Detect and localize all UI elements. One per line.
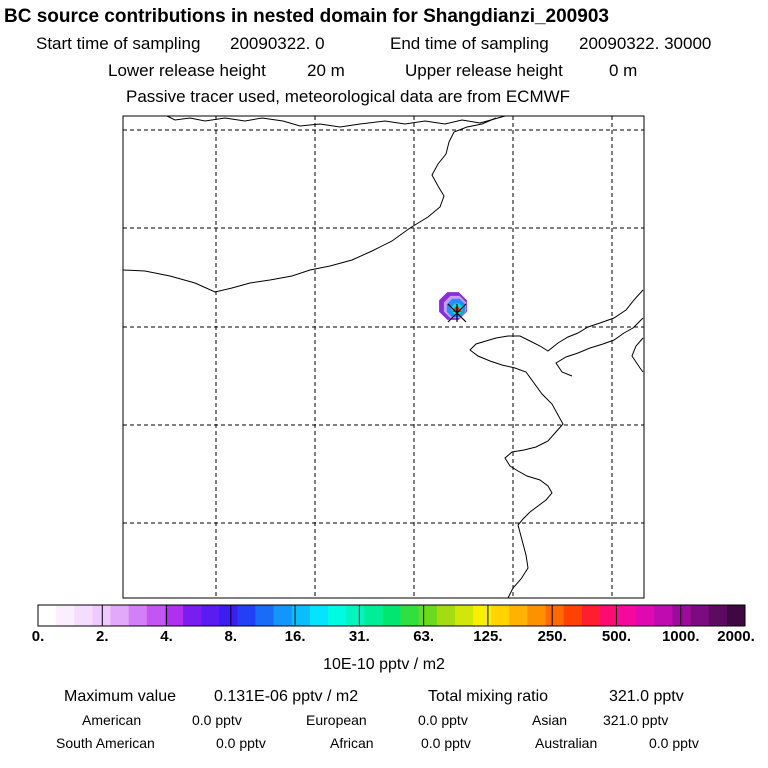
colorbar-tick-label: 2000.	[717, 628, 755, 645]
region-name-european: European	[306, 712, 367, 728]
coast-liaodong	[555, 317, 644, 377]
tracer-note: Passive tracer used, meteorological data…	[126, 87, 571, 106]
colorbar-tick-label: 500.	[601, 628, 632, 645]
colorbar-swatch	[219, 605, 238, 626]
map-frame	[122, 115, 645, 599]
source-plume	[439, 292, 467, 323]
colorbar-swatch	[110, 605, 129, 626]
colorbar-swatch	[654, 605, 673, 626]
colorbar-swatch	[382, 605, 401, 626]
colorbar-swatch	[491, 605, 510, 626]
end-time-label: End time of sampling	[390, 34, 549, 53]
colorbar-tick-label: 8.	[224, 628, 238, 645]
colorbar-swatch	[400, 605, 419, 626]
colorbar-swatch	[454, 605, 474, 626]
colorbar-tick-label: 1000.	[661, 628, 700, 645]
colorbar-swatch	[563, 605, 583, 626]
colorbar-swatch	[74, 605, 93, 626]
colorbar-swatch	[509, 605, 528, 626]
colorbar-swatch	[291, 605, 311, 626]
region-name-african: African	[330, 735, 374, 751]
lower-release-value: 20 m	[307, 61, 345, 80]
colorbar-swatch	[309, 605, 329, 626]
region-name-australian: Australian	[535, 735, 598, 751]
colorbar-swatch	[346, 605, 365, 626]
colorbar	[37, 604, 746, 627]
map-panel	[122, 115, 645, 599]
start-time-label: Start time of sampling	[36, 34, 201, 53]
colorbar-tick-label: 2.	[96, 628, 109, 645]
colorbar-swatch	[436, 605, 456, 626]
colorbar-tick-label: 4.	[160, 628, 173, 645]
colorbar-unit: 10E-10 pptv / m2	[323, 656, 445, 673]
colorbar-swatch	[473, 605, 492, 626]
colorbar-swatch	[364, 605, 383, 626]
colorbar-swatch	[38, 605, 57, 626]
region-value-asian: 321.0 pptv	[603, 712, 669, 728]
colorbar-swatch	[128, 605, 148, 626]
region-value-south-american: 0.0 pptv	[216, 735, 266, 751]
region-name-asian: Asian	[532, 712, 568, 728]
receptor-cross-icon	[447, 303, 467, 323]
colorbar-swatch	[527, 605, 546, 626]
region-value-american: 0.0 pptv	[192, 712, 242, 728]
colorbar-swatch	[418, 605, 438, 626]
region-name-south-american: South American	[56, 735, 155, 751]
max-value: 0.131E-06 pptv / m2	[214, 688, 359, 705]
colorbar-swatch	[164, 605, 184, 626]
lat-lon-grid	[123, 116, 644, 598]
region-value-european: 0.0 pptv	[418, 712, 468, 728]
plot-title: BC source contributions in nested domain…	[4, 6, 609, 27]
colorbar-swatch	[599, 605, 619, 626]
coast-north-korea	[631, 337, 644, 373]
colorbar-swatch	[726, 605, 746, 626]
max-value-label: Maximum value	[64, 688, 177, 705]
colorbar-swatch	[273, 605, 293, 626]
colorbar-swatch	[545, 605, 565, 626]
colorbar-tick-label: 250.	[537, 628, 567, 645]
coastlines	[122, 115, 644, 599]
colorbar-swatch	[255, 605, 274, 626]
total-mixing-label: Total mixing ratio	[428, 688, 549, 705]
colorbar-swatch	[636, 605, 655, 626]
coast-bohai-east	[469, 289, 644, 599]
region-value-australian: 0.0 pptv	[649, 735, 699, 751]
total-mixing-value: 321.0 pptv	[609, 688, 684, 705]
colorbar-swatch	[708, 605, 728, 626]
colorbar-swatch	[328, 605, 347, 626]
colorbar-swatch	[56, 605, 75, 626]
colorbar-swatch	[581, 605, 601, 626]
colorbar-tick-label: 63.	[413, 628, 435, 645]
colorbar-tick-label: 125.	[473, 628, 503, 645]
end-time-value: 20090322. 30000	[579, 34, 712, 53]
colorbar-swatch	[183, 605, 202, 626]
border-mongolia-east	[122, 117, 497, 293]
colorbar-tick-label: 0.	[31, 628, 45, 645]
upper-release-label: Upper release height	[405, 61, 563, 80]
region-name-american: American	[82, 712, 142, 728]
start-time-value: 20090322. 0	[230, 34, 325, 53]
region-value-african: 0.0 pptv	[421, 735, 471, 751]
lower-release-label: Lower release height	[108, 61, 266, 80]
colorbar-tick-label: 31.	[348, 628, 370, 645]
colorbar-swatch	[201, 605, 220, 626]
colorbar-swatch	[92, 605, 111, 626]
colorbar-swatch	[618, 605, 637, 626]
colorbar-swatch	[672, 605, 691, 626]
colorbar-swatch	[146, 605, 166, 626]
colorbar-tick-label: 16.	[284, 628, 306, 645]
upper-release-value: 0 m	[609, 61, 638, 80]
border-north	[166, 115, 506, 128]
colorbar-swatch	[237, 605, 256, 626]
colorbar-swatch	[690, 605, 710, 626]
colorbar-frame	[37, 604, 746, 627]
